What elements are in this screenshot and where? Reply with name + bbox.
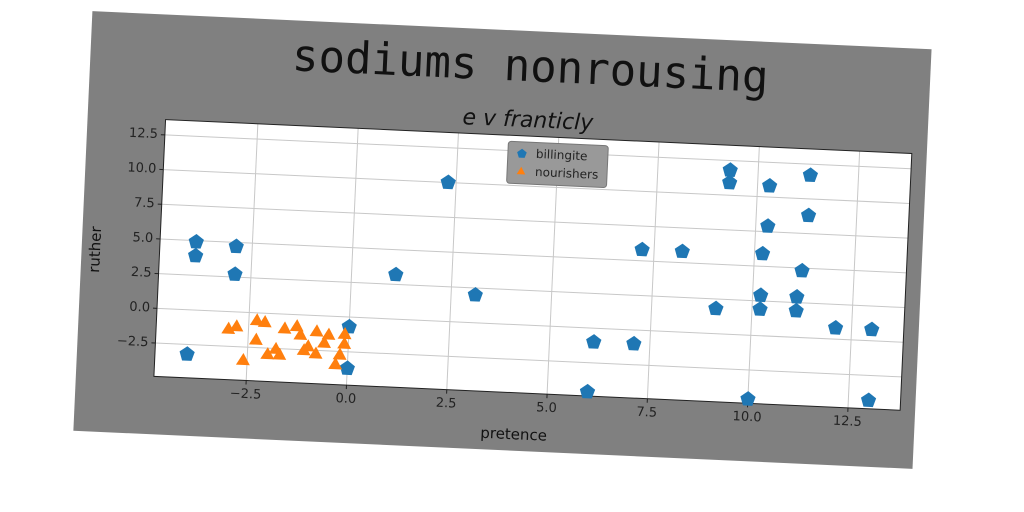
scatter-point bbox=[188, 247, 204, 263]
scatter-point bbox=[249, 313, 264, 326]
scatter-point bbox=[179, 346, 195, 361]
scatter-point bbox=[229, 319, 244, 332]
scatter-point bbox=[309, 324, 324, 337]
scatter-point bbox=[860, 392, 877, 408]
x-tick-label: 5.0 bbox=[536, 400, 557, 416]
grid-line bbox=[747, 146, 760, 404]
scatter-point bbox=[317, 335, 331, 349]
scatter-point bbox=[337, 326, 352, 340]
scatter-point bbox=[802, 167, 819, 183]
legend-label: nourishers bbox=[535, 165, 599, 182]
scatter-point bbox=[228, 238, 244, 254]
scatter-point bbox=[257, 315, 272, 328]
legend-marker bbox=[516, 166, 526, 175]
figure: sodiums nonrousing e v franticly pretenc… bbox=[73, 11, 932, 469]
scatter-point bbox=[722, 162, 738, 177]
x-tick-label: 2.5 bbox=[435, 396, 456, 412]
scatter-point bbox=[674, 243, 690, 259]
scatter-point bbox=[339, 360, 355, 376]
y-tick-label: 7.5 bbox=[134, 196, 155, 212]
grid-line bbox=[156, 307, 904, 343]
x-tick-label: 10.0 bbox=[732, 409, 762, 425]
scatter-point bbox=[864, 321, 880, 337]
scatter-point bbox=[762, 177, 778, 193]
scatter-point bbox=[788, 302, 804, 318]
scatter-point bbox=[188, 234, 204, 249]
grid-line bbox=[160, 238, 907, 274]
scatter-point bbox=[760, 218, 776, 233]
y-tick-label: 5.0 bbox=[132, 230, 153, 246]
scatter-point bbox=[277, 321, 292, 334]
grid-line bbox=[158, 273, 905, 309]
scatter-point bbox=[740, 391, 756, 406]
grid-line bbox=[161, 203, 908, 239]
x-tick-label: 7.5 bbox=[636, 405, 657, 421]
grid-line bbox=[245, 123, 259, 381]
grid-line bbox=[345, 128, 359, 386]
scatter-point bbox=[260, 347, 275, 360]
scatter-point bbox=[753, 287, 769, 303]
scatter-point bbox=[752, 301, 768, 316]
scatter-point bbox=[708, 300, 724, 316]
grid-line bbox=[847, 151, 861, 408]
scatter-point bbox=[300, 339, 315, 352]
y-tick-label: 0.0 bbox=[129, 300, 150, 316]
grid-line bbox=[163, 169, 910, 204]
scatter-point bbox=[293, 327, 308, 341]
scatter-point bbox=[337, 336, 352, 349]
scatter-point bbox=[828, 320, 844, 335]
y-tick-label: 12.5 bbox=[129, 126, 159, 142]
scatter-point bbox=[789, 289, 805, 304]
x-tick-label: 12.5 bbox=[833, 414, 863, 430]
scatter-point bbox=[579, 383, 596, 399]
scatter-point bbox=[289, 319, 304, 332]
scatter-point bbox=[634, 241, 650, 257]
x-tick-label: 0.0 bbox=[335, 391, 356, 407]
scatter-point bbox=[321, 327, 336, 340]
y-tick-label: −2.5 bbox=[117, 334, 149, 350]
x-axis-label: pretence bbox=[480, 424, 547, 445]
y-axis-label: ruther bbox=[85, 225, 105, 273]
scatter-point bbox=[626, 335, 642, 351]
legend-box bbox=[506, 140, 609, 189]
scatter-point bbox=[235, 352, 250, 366]
scatter-point bbox=[227, 266, 243, 282]
scatter-point bbox=[794, 262, 810, 278]
plot-frame bbox=[153, 119, 913, 411]
scatter-point bbox=[248, 332, 263, 345]
y-tick-label: 2.5 bbox=[131, 265, 152, 281]
legend-marker bbox=[517, 148, 527, 158]
grid-line bbox=[446, 132, 459, 390]
scatter-point bbox=[332, 347, 347, 360]
scatter-point bbox=[467, 286, 483, 302]
scatter-point bbox=[586, 334, 602, 349]
x-tick-label: −2.5 bbox=[229, 386, 261, 402]
legend-label: billingite bbox=[536, 147, 588, 163]
scatter-point bbox=[755, 245, 771, 261]
scatter-point bbox=[800, 207, 817, 223]
scatter-point bbox=[272, 347, 287, 360]
chart-subtitle: e v franticly bbox=[462, 105, 595, 136]
scatter-point bbox=[388, 266, 404, 282]
scatter-point bbox=[440, 174, 456, 190]
scatter-point bbox=[308, 346, 323, 359]
scatter-point bbox=[722, 174, 738, 190]
scatter-point bbox=[328, 357, 343, 370]
y-tick-label: 10.0 bbox=[127, 160, 157, 176]
grid-line bbox=[646, 141, 660, 399]
